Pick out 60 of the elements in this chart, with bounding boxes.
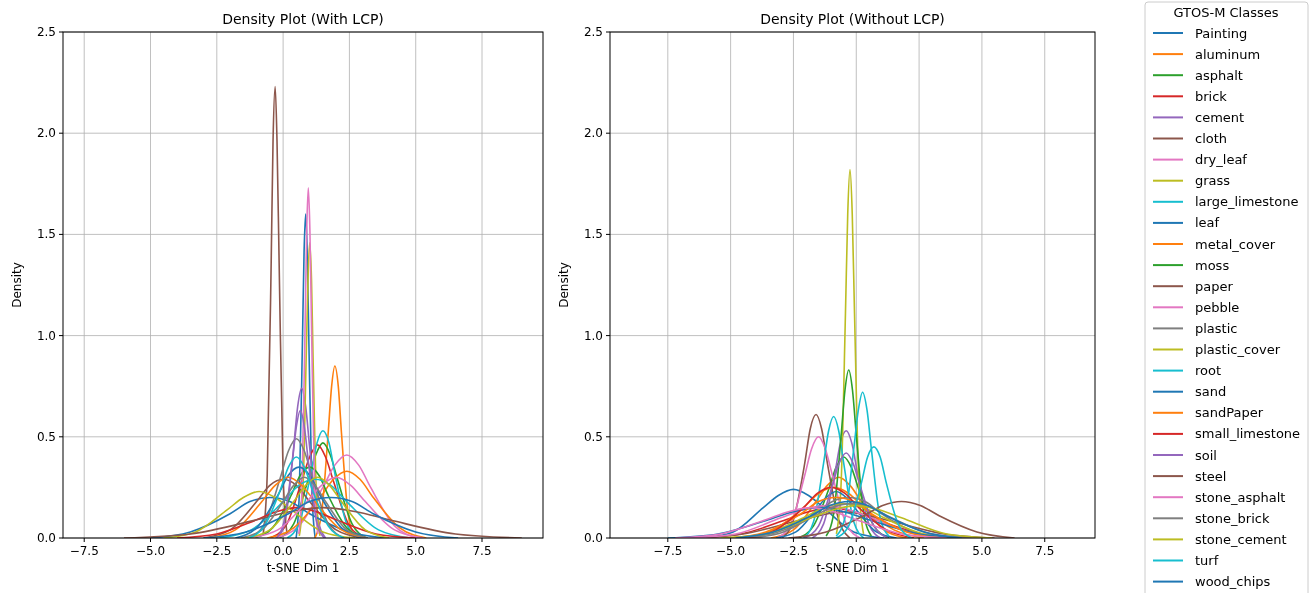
legend-label: leaf xyxy=(1195,215,1220,231)
y-tick-label: 2.5 xyxy=(36,25,56,39)
y-tick-label: 0.0 xyxy=(583,531,603,545)
legend-label: stone_cement xyxy=(1195,531,1287,547)
chart-title: Density Plot (With LCP) xyxy=(222,11,384,27)
legend-label: plastic xyxy=(1195,320,1238,336)
x-tick-label: −2.5 xyxy=(202,544,232,558)
x-tick-label: −5.0 xyxy=(135,544,166,558)
x-tick-label: 7.5 xyxy=(1035,544,1055,558)
legend-label: grass xyxy=(1195,173,1231,189)
x-tick-label: −2.5 xyxy=(778,544,809,558)
y-tick-label: 0.5 xyxy=(36,429,56,444)
y-tick-label: 0.0 xyxy=(36,531,56,545)
x-tick-label: 0.0 xyxy=(273,544,293,558)
legend-label: sandPaper xyxy=(1195,405,1264,421)
y-tick-label: 1.0 xyxy=(36,328,56,343)
legend-label: paper xyxy=(1195,278,1234,294)
legend-label: soil xyxy=(1195,447,1217,463)
legend-label: pebble xyxy=(1195,299,1240,315)
y-tick-label: 2.0 xyxy=(36,126,56,141)
y-axis-title: Density xyxy=(557,262,571,308)
legend-title: GTOS-M Classes xyxy=(1173,5,1279,20)
legend-label: aluminum xyxy=(1195,46,1261,62)
legend-label: moss xyxy=(1195,257,1230,273)
legend-label: plastic_cover xyxy=(1195,342,1281,357)
legend-label: brick xyxy=(1195,88,1228,104)
legend-label: metal_cover xyxy=(1195,236,1276,252)
x-tick-label: 2.5 xyxy=(339,544,359,558)
legend-label: turf xyxy=(1195,553,1219,568)
y-axis-title: Density xyxy=(10,262,24,308)
x-tick-label: 5.0 xyxy=(972,544,992,558)
x-tick-label: 5.0 xyxy=(406,544,426,558)
legend-label: asphalt xyxy=(1195,67,1243,83)
legend-label: stone_brick xyxy=(1195,510,1270,526)
legend-label: stone_asphalt xyxy=(1195,489,1286,505)
legend-label: small_limestone xyxy=(1195,426,1301,442)
y-tick-label: 1.0 xyxy=(583,328,603,343)
legend-label: Painting xyxy=(1195,25,1248,41)
legend-label: cement xyxy=(1195,109,1245,125)
y-tick-label: 0.5 xyxy=(583,429,603,444)
x-axis-title: t-SNE Dim 1 xyxy=(266,561,340,575)
x-tick-label: −5.0 xyxy=(716,544,746,558)
x-tick-label: 7.5 xyxy=(472,544,492,558)
chart-title: Density Plot (Without LCP) xyxy=(760,11,945,27)
legend-label: root xyxy=(1195,363,1222,379)
legend-label: sand xyxy=(1195,384,1227,400)
legend-label: steel xyxy=(1195,468,1227,484)
y-tick-label: 2.5 xyxy=(583,25,603,39)
y-tick-label: 2.0 xyxy=(583,126,603,141)
x-tick-label: −7.5 xyxy=(69,544,99,558)
legend-label: wood_chips xyxy=(1195,574,1271,590)
x-tick-label: 2.5 xyxy=(909,544,929,558)
x-axis-title: t-SNE Dim 1 xyxy=(816,561,889,575)
x-tick-label: 0.0 xyxy=(846,544,866,558)
legend-label: cloth xyxy=(1195,131,1228,146)
y-tick-label: 1.5 xyxy=(36,227,56,242)
y-tick-label: 1.5 xyxy=(583,227,603,242)
legend-label: dry_leaf xyxy=(1195,152,1248,168)
legend-label: large_limestone xyxy=(1195,194,1299,210)
x-tick-label: −7.5 xyxy=(653,544,683,558)
